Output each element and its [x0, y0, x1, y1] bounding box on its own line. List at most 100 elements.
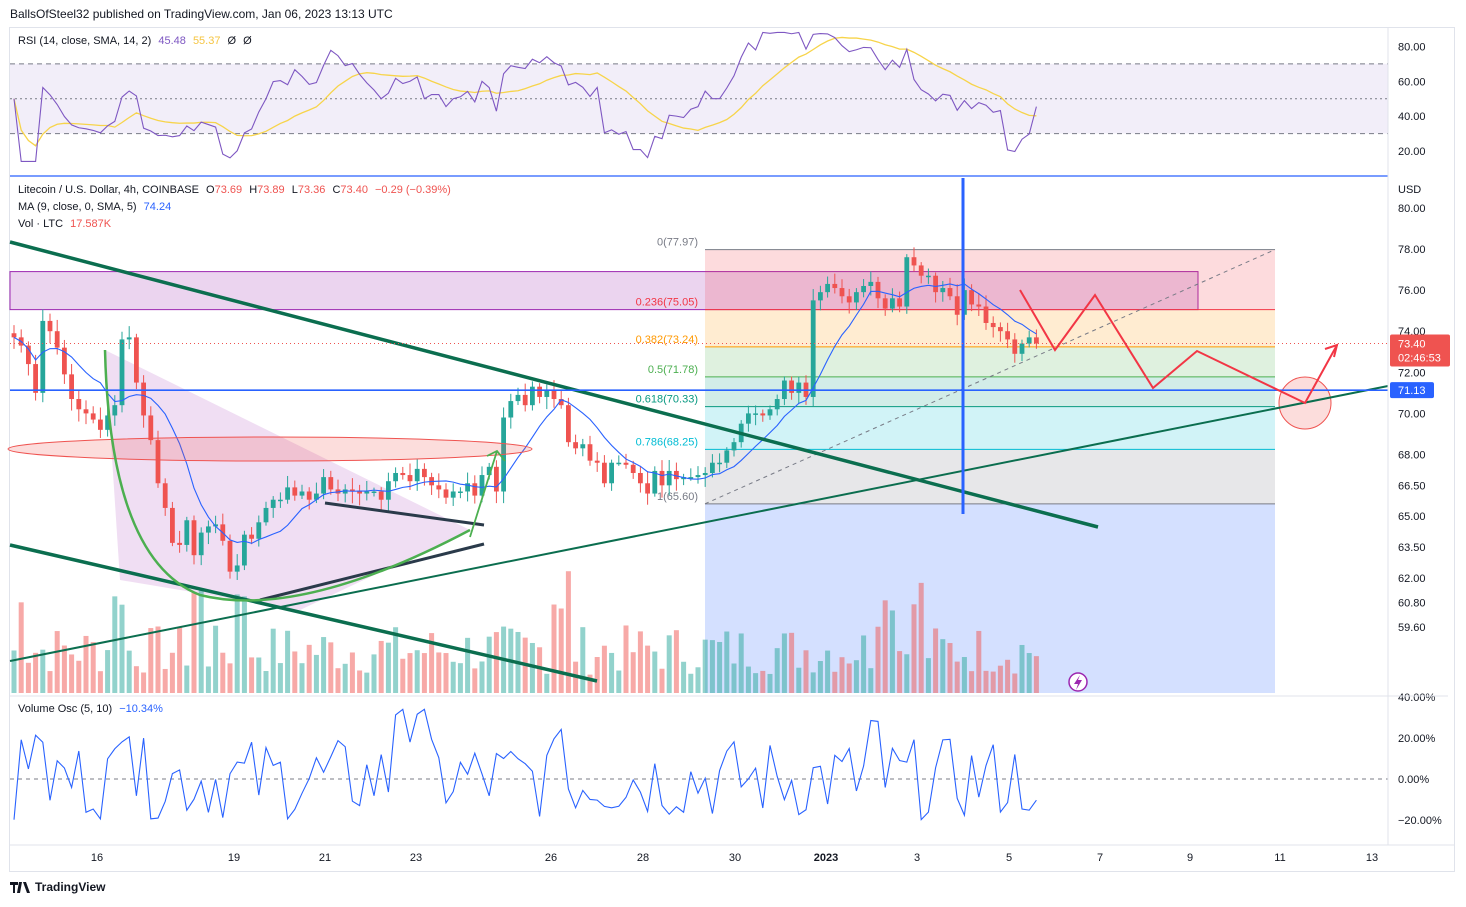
candle-body	[947, 288, 953, 297]
candle-body	[33, 364, 38, 393]
volume-bar	[313, 654, 319, 693]
candle-body	[393, 472, 398, 482]
candle-body	[141, 382, 146, 416]
volume-bar	[371, 654, 377, 693]
fib-zone	[705, 449, 1275, 504]
osc-legend-value: −10.34%	[119, 703, 163, 715]
rsi-legend[interactable]: RSI (14, close, SMA, 14, 2) 45.48 55.37 …	[18, 35, 256, 47]
osc-legend-name: Volume Osc (5, 10)	[18, 703, 113, 715]
volume-bar	[616, 670, 622, 693]
volume-bar	[738, 633, 744, 693]
volume-bar	[349, 652, 355, 693]
candle-body	[263, 507, 269, 523]
volume-bar	[695, 667, 701, 693]
volume-bar	[162, 668, 168, 693]
osc-legend[interactable]: Volume Osc (5, 10) −10.34%	[18, 703, 167, 715]
volume-bar	[457, 663, 463, 693]
candle-body	[746, 413, 751, 424]
volume-bar	[580, 627, 586, 693]
volume-bar	[954, 661, 960, 693]
candle-body	[688, 477, 694, 479]
volume-bar	[537, 647, 543, 693]
candle-body	[371, 491, 377, 493]
volume-bar	[234, 594, 240, 693]
candle-body	[76, 399, 82, 410]
candle-body	[616, 462, 622, 465]
candle-body	[681, 477, 686, 480]
fib-zone	[705, 346, 1275, 377]
volume-legend[interactable]: Vol · LTC 17.587K	[18, 218, 115, 230]
open-label: O	[206, 184, 215, 196]
candle-body	[810, 300, 816, 397]
candle-body	[112, 405, 118, 416]
candle-body	[767, 409, 773, 416]
time-tick-label: 28	[637, 852, 649, 864]
moving-average-line	[13, 283, 1037, 544]
volume-bar	[933, 628, 939, 693]
candle-body	[854, 292, 859, 303]
volume-bar	[421, 653, 427, 693]
candle-body	[566, 405, 571, 443]
candle-body	[11, 333, 17, 338]
candle-body	[436, 485, 442, 490]
volume-bar	[177, 627, 183, 693]
volume-bar	[220, 652, 226, 693]
candle-body	[422, 468, 427, 478]
candle-body	[976, 304, 982, 307]
symbol-legend[interactable]: Litecoin / U.S. Dollar, 4h, COINBASE O73…	[18, 184, 455, 196]
volume-bar	[436, 652, 442, 693]
rsi-tick-label: 20.00	[1398, 146, 1426, 158]
volume-bar	[709, 640, 715, 693]
candle-body	[213, 524, 218, 527]
volume-bar	[97, 671, 103, 693]
time-tick-label: 7	[1097, 852, 1103, 864]
rsi-band-background	[10, 63, 1388, 134]
candle-body	[926, 275, 931, 278]
candle-body	[227, 540, 233, 572]
candle-body	[998, 327, 1003, 332]
volume-bar	[645, 645, 651, 693]
close-label: C	[332, 184, 341, 196]
volume-bar	[637, 631, 643, 693]
volume-bar	[400, 658, 406, 693]
candle-body	[119, 339, 125, 406]
volume-bar	[47, 671, 53, 693]
volume-bar	[270, 628, 276, 693]
chart-frame	[9, 27, 1455, 872]
volume-bar	[659, 668, 665, 693]
volume-bar	[249, 657, 255, 693]
volume-bar	[889, 610, 895, 693]
rsi-ma-line	[13, 36, 1037, 147]
candle-body	[825, 283, 830, 293]
volume-bar	[551, 604, 557, 693]
volume-bar	[133, 666, 139, 693]
volume-bar	[493, 632, 499, 693]
wedge-top-line	[324, 501, 485, 527]
volume-bar	[868, 668, 874, 693]
volume-bar	[961, 657, 967, 693]
time-tick-label: 23	[410, 852, 422, 864]
footer-brand[interactable]: TradingView	[10, 880, 105, 894]
candle-body	[407, 475, 413, 482]
volume-bar	[69, 654, 75, 693]
ma-legend[interactable]: MA (9, close, 0, SMA, 5) 74.24	[18, 201, 175, 213]
tradingview-logo-icon	[10, 882, 30, 893]
volume-bar	[810, 672, 816, 693]
candle-body	[105, 415, 110, 430]
volume-bar	[112, 596, 118, 693]
candle-body	[270, 499, 276, 508]
candle-body	[285, 487, 290, 500]
candle-body	[911, 257, 917, 266]
volume-bar	[702, 639, 708, 693]
candle-body	[98, 419, 103, 430]
volume-bar	[529, 642, 535, 693]
price-pane: 0(77.97) 0.236(75.05) 0.382(73.24) 0.5(71.7…	[7, 178, 1389, 693]
time-tick-label: 30	[729, 852, 741, 864]
candle-body	[573, 442, 578, 449]
volume-bar	[285, 630, 291, 693]
time-tick-label: 3	[914, 852, 920, 864]
candle-body	[26, 345, 31, 365]
candle-body	[40, 320, 46, 393]
candle-body	[414, 468, 420, 482]
